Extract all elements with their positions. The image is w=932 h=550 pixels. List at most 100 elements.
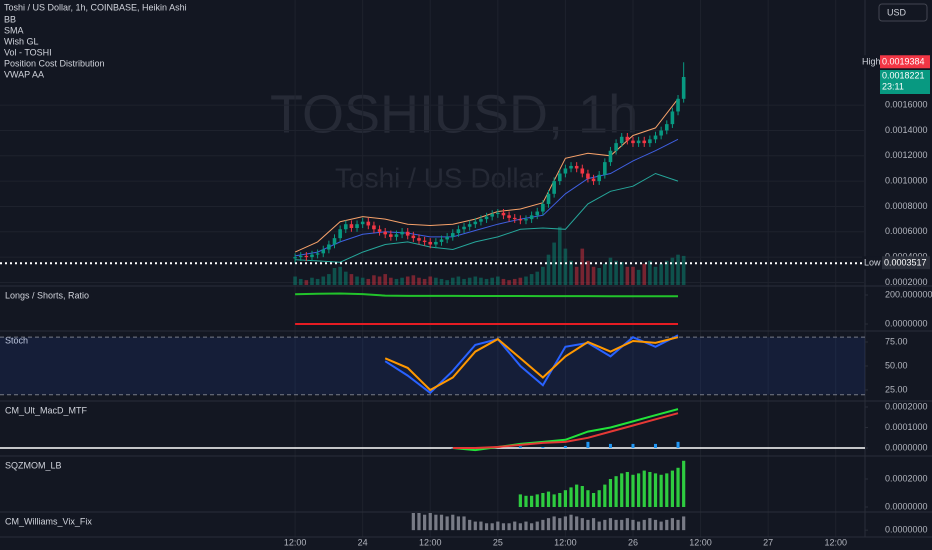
x-tick-label: 12:00 (824, 537, 847, 547)
indicator-bar (682, 516, 686, 531)
candle-body (327, 244, 331, 250)
candle-body (321, 249, 326, 254)
volume-bar (293, 276, 297, 285)
high-tag-text: High (862, 57, 881, 67)
candle-body (524, 219, 528, 221)
histogram-bar (563, 445, 567, 449)
indicator-bar (637, 473, 641, 507)
volume-bar (372, 275, 376, 285)
indicator-name: Wish GL (4, 36, 39, 46)
indicator-bar (558, 492, 562, 507)
indicator-bar (535, 521, 539, 531)
volume-bar (343, 271, 348, 285)
indicator-bar (569, 487, 573, 507)
volume-bar (400, 277, 404, 285)
y-tick-label: 0.0000000 (885, 318, 928, 328)
volume-bar (321, 276, 326, 285)
volume-bar (479, 277, 483, 285)
indicator-bar (614, 476, 618, 507)
indicator-bar (518, 523, 522, 531)
candle-body (664, 124, 669, 131)
indicator-bar (411, 513, 415, 531)
candle-body (552, 181, 556, 194)
candle-body (625, 136, 630, 141)
indicator-bar (676, 467, 680, 507)
volume-bar (591, 266, 596, 285)
indicator-bar (676, 519, 680, 531)
last-price-box (880, 70, 930, 95)
indicator-bar (603, 519, 607, 531)
candle-body (360, 221, 365, 225)
y-tick-label: 0.0000000 (885, 501, 928, 511)
candle-body (372, 225, 376, 230)
volume-bar (434, 277, 438, 285)
candle-body (546, 193, 551, 204)
currency-button[interactable] (878, 3, 928, 22)
volume-bar (327, 274, 331, 285)
volume-bar (518, 277, 523, 285)
last-price-text: 0.0018221 (882, 70, 925, 80)
indicator-bar (468, 519, 472, 531)
volume-bar (389, 277, 393, 285)
stoch-band (0, 337, 865, 395)
candle-body (603, 162, 607, 175)
indicator-bar (439, 514, 444, 531)
candle-body (434, 241, 438, 245)
candle-body (563, 168, 568, 174)
volume-bar (360, 277, 365, 285)
volume-bar (507, 280, 511, 285)
candle-body (450, 233, 455, 237)
indicator-bar (479, 521, 483, 531)
indicator-bar (524, 521, 528, 531)
candle-body (619, 136, 624, 144)
candle-body (670, 111, 675, 125)
indicator-bar (546, 491, 551, 507)
x-tick-label: 26 (628, 537, 638, 547)
x-tick-label: 12:00 (419, 537, 442, 547)
pane-title: SQZMOM_LB (5, 460, 62, 470)
candle-body (389, 234, 393, 237)
candle-body (597, 174, 601, 182)
volume-bar (608, 257, 613, 285)
candle-body (512, 217, 517, 220)
indicator-bar (631, 519, 635, 531)
indicator-bar (484, 523, 489, 531)
y-tick-label: 25.00 (885, 384, 908, 394)
indicator-bar (428, 513, 432, 531)
candle-body (343, 224, 348, 230)
indicator-line (384, 336, 679, 392)
volume-bar (467, 277, 472, 285)
indicator-bar (473, 521, 477, 531)
volume-bar (648, 260, 652, 285)
indicator-bar (637, 521, 641, 531)
indicator-bar (575, 516, 579, 531)
chart-title: Toshi / US Dollar, 1h, COINBASE, Heikin … (4, 2, 187, 12)
indicator-bar (462, 516, 466, 531)
candle-body (293, 257, 297, 259)
indicator-bar (670, 470, 675, 507)
candle-body (417, 238, 421, 241)
currency-label[interactable]: USD (887, 7, 907, 17)
indicator-bar (569, 514, 573, 531)
indicator-bar (580, 518, 584, 531)
y-tick-label: 0.0000000 (885, 442, 928, 452)
histogram-bar (518, 446, 522, 449)
candle-body (383, 231, 387, 235)
volume-bar (496, 276, 500, 285)
candle-body (659, 130, 663, 136)
histogram-bar (676, 441, 680, 449)
indicator-line (384, 334, 679, 395)
low-tag (862, 256, 882, 270)
indicator-bar (445, 516, 449, 531)
candle-body (462, 226, 466, 230)
volume-bar (304, 280, 309, 285)
y-tick-label: 0.0008000 (885, 201, 928, 211)
indicator-bar (507, 523, 511, 531)
volume-bar (310, 277, 314, 285)
volume-bar (670, 257, 675, 285)
candle-body (676, 98, 680, 112)
candle-body (518, 219, 523, 221)
volume-bar (659, 263, 663, 285)
x-tick-label: 25 (493, 537, 503, 547)
